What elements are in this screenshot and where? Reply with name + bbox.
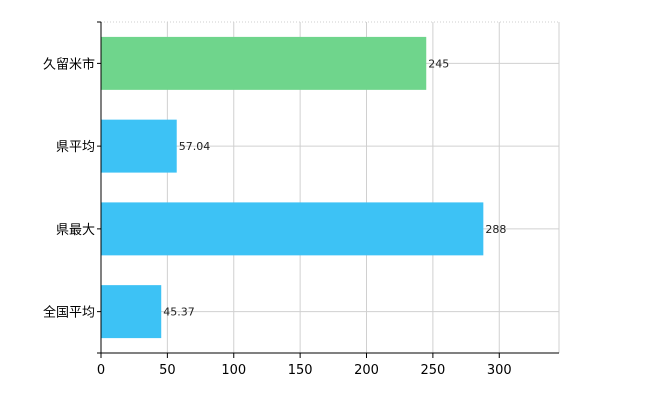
bar <box>101 285 162 339</box>
chart-bars <box>101 36 484 339</box>
category-label: 全国平均 <box>43 305 95 321</box>
x-tick-label: 250 <box>420 363 445 378</box>
bar <box>101 119 177 173</box>
data-label: 288 <box>485 223 506 236</box>
category-label: 久留米市 <box>43 56 95 72</box>
bar <box>101 202 484 256</box>
x-tick-label: 0 <box>97 363 105 378</box>
x-tick-label: 100 <box>221 363 246 378</box>
chart-axes <box>97 21 559 358</box>
category-label: 県平均 <box>56 140 95 155</box>
data-label: 245 <box>428 57 449 70</box>
x-tick-label: 300 <box>487 363 512 378</box>
x-tick-label: 200 <box>354 363 379 378</box>
bar <box>101 36 427 90</box>
x-tick-label: 150 <box>288 363 313 378</box>
category-label: 県最大 <box>56 223 95 238</box>
data-label: 45.37 <box>163 306 195 319</box>
x-tick-label: 50 <box>159 363 176 378</box>
data-label: 57.04 <box>179 140 211 153</box>
